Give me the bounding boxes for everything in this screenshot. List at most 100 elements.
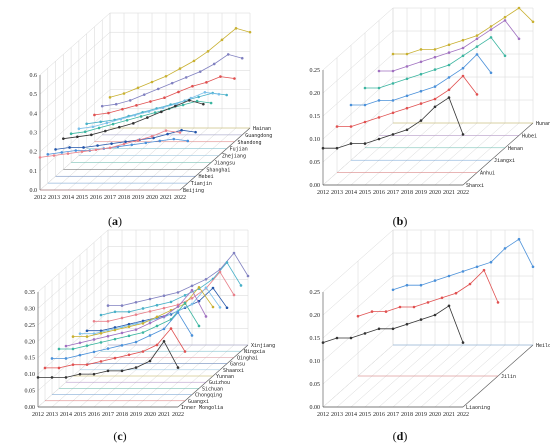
- data-point: [349, 125, 353, 128]
- data-point: [190, 284, 194, 288]
- data-point: [503, 15, 507, 19]
- grid-line: [392, 8, 464, 186]
- data-point: [71, 363, 75, 366]
- series-guangxi: Guangxi: [43, 327, 209, 405]
- x-tick-label: 2018: [118, 195, 130, 201]
- data-point: [489, 25, 493, 28]
- y-tick-label: 0.25: [25, 323, 36, 329]
- data-point: [194, 130, 197, 134]
- series-chongqing: Chongqing: [50, 311, 222, 399]
- series-label: Sichuan: [202, 386, 223, 392]
- data-point: [447, 76, 451, 79]
- x-tick-label: 2020: [146, 195, 158, 201]
- data-point: [78, 341, 82, 345]
- data-point: [461, 341, 465, 344]
- data-point: [134, 328, 138, 331]
- data-point: [155, 303, 159, 307]
- y-tick-label: 0.05: [310, 160, 321, 166]
- data-point: [461, 270, 465, 273]
- data-point: [391, 69, 395, 73]
- data-point: [234, 27, 238, 30]
- y-tick-label: 0.10: [310, 359, 321, 365]
- data-point: [141, 322, 145, 325]
- data-point: [419, 283, 423, 287]
- data-point: [136, 138, 140, 142]
- data-point: [118, 125, 121, 129]
- data-point: [482, 268, 486, 272]
- data-point: [156, 87, 160, 91]
- y-tick-label: 0.05: [310, 382, 321, 388]
- data-point: [204, 286, 208, 289]
- series-label: Yunnan: [216, 374, 234, 380]
- data-point: [149, 100, 152, 103]
- data-point: [447, 63, 451, 67]
- grid-line: [448, 230, 520, 408]
- x-tick-label: 2012: [317, 190, 329, 196]
- data-point: [106, 334, 110, 338]
- data-point: [127, 353, 131, 357]
- data-point: [106, 347, 110, 350]
- y-tick-label: 0.00: [310, 183, 321, 189]
- data-point: [135, 104, 138, 107]
- z-axis: [179, 127, 251, 191]
- x-tick-label: 2017: [104, 195, 116, 201]
- series-beijing: Beijing: [38, 129, 204, 194]
- y-tick-label: 0.15: [310, 114, 321, 120]
- series-label: Zhejiang: [222, 154, 246, 160]
- data-point: [83, 130, 87, 134]
- data-point: [433, 279, 437, 282]
- data-point: [176, 311, 180, 314]
- x-tick-label: 2021: [443, 412, 455, 418]
- data-point: [127, 325, 131, 329]
- y-tick-label: 0.4: [30, 111, 38, 117]
- x-tick-label: 2013: [46, 412, 58, 418]
- data-point: [475, 45, 479, 48]
- data-point: [150, 135, 154, 138]
- grid-line: [364, 8, 436, 186]
- data-point: [121, 107, 124, 111]
- grid-line: [406, 230, 478, 408]
- data-point: [183, 294, 187, 297]
- data-point: [133, 114, 137, 117]
- x-tick-label: 2013: [331, 190, 343, 196]
- data-point: [190, 296, 194, 300]
- data-point: [78, 353, 82, 357]
- data-point: [85, 344, 89, 347]
- panel-label: (d): [393, 429, 408, 443]
- data-point: [136, 86, 140, 90]
- data-point: [164, 129, 168, 132]
- x-tick-label: 2014: [62, 195, 74, 201]
- series-tianjin: Tianjin: [46, 137, 212, 187]
- data-point: [419, 48, 423, 51]
- series-inner-mongolia: Inner Mongolia: [36, 339, 223, 411]
- x-tick-label: 2012: [317, 412, 329, 418]
- data-point: [162, 294, 166, 298]
- x-tick-label: 2013: [48, 195, 60, 201]
- data-point: [170, 81, 174, 85]
- x-tick-label: 2015: [74, 412, 86, 418]
- data-point: [176, 366, 180, 369]
- data-point: [90, 133, 93, 137]
- data-point: [405, 65, 409, 68]
- series-shanxi: Shanxi: [321, 96, 484, 189]
- series-label: Hubei: [522, 133, 537, 139]
- data-point: [426, 301, 430, 304]
- data-point: [169, 327, 173, 330]
- data-point: [104, 129, 107, 133]
- data-point: [433, 97, 437, 101]
- grid-line: [79, 230, 151, 408]
- data-point: [113, 337, 117, 341]
- grid-line: [39, 70, 250, 133]
- data-point: [155, 315, 159, 319]
- data-point: [107, 111, 110, 115]
- data-point: [233, 77, 236, 80]
- y-tick-label: 0.25: [310, 290, 321, 296]
- data-point: [461, 46, 465, 50]
- data-point: [489, 260, 493, 264]
- x-tick-label: 2016: [373, 412, 385, 418]
- series-xinjiang: Xinjiang: [106, 251, 275, 349]
- series-guizhou: Guizhou: [64, 288, 230, 386]
- data-point: [211, 286, 215, 290]
- data-point: [177, 90, 180, 94]
- data-point: [99, 360, 103, 363]
